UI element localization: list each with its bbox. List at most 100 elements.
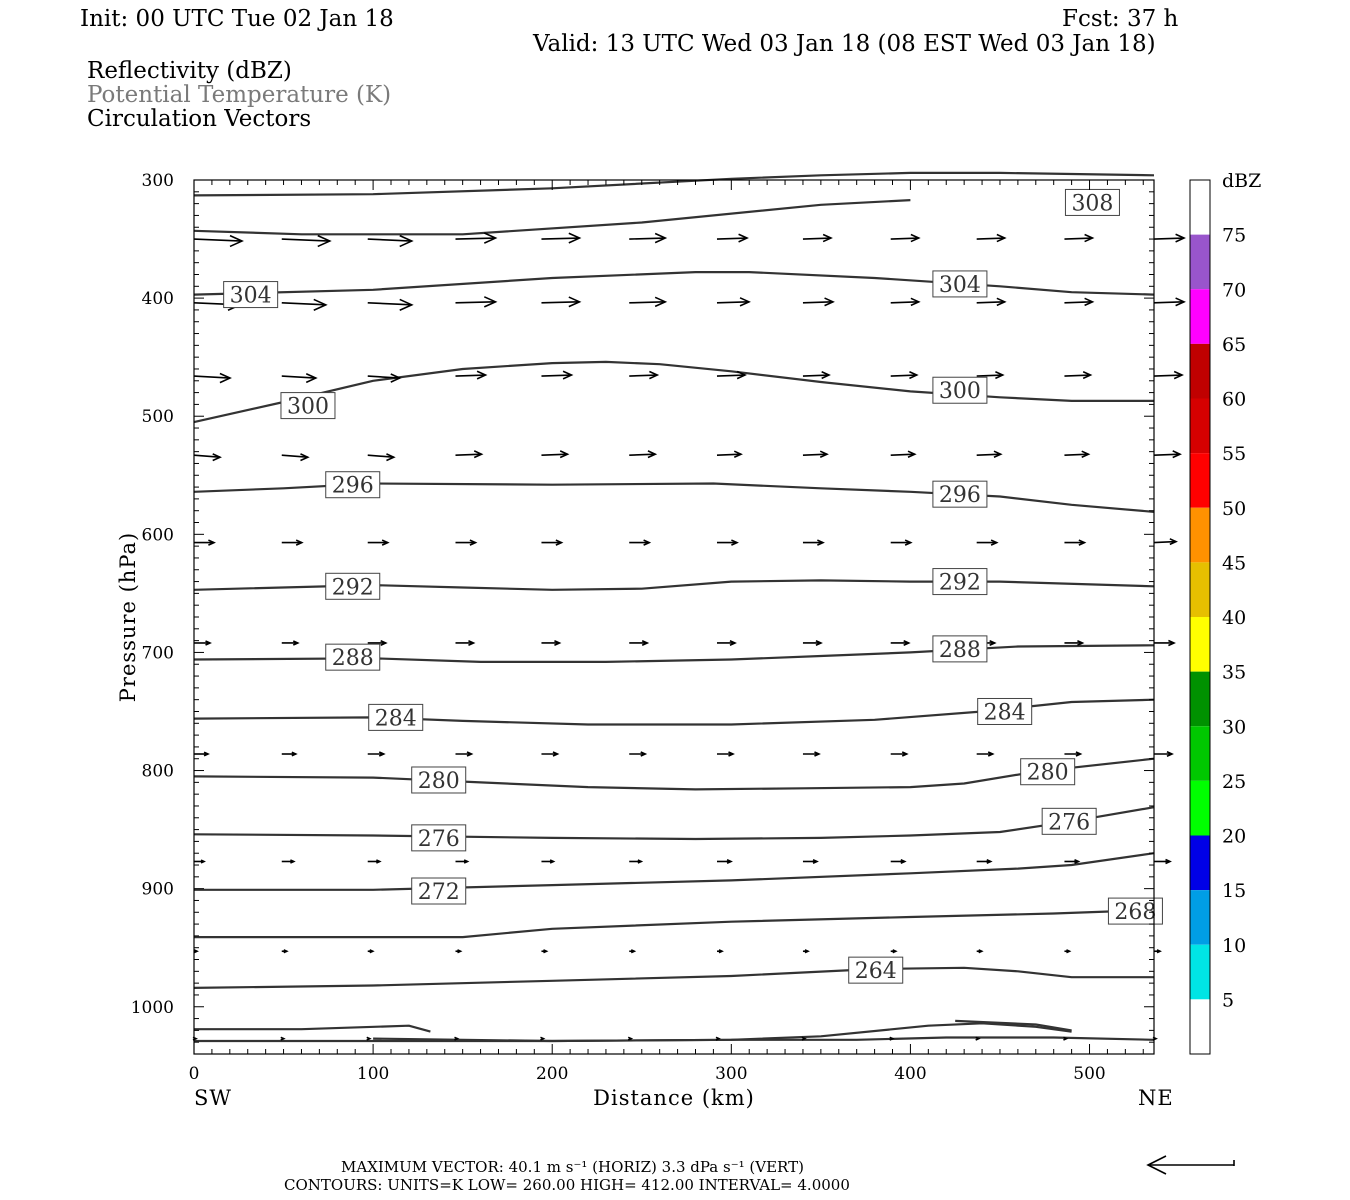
vector-head xyxy=(1081,450,1091,458)
vector-head xyxy=(892,949,898,954)
vector-head xyxy=(1172,450,1182,459)
field-label-reflectivity: Reflectivity (dBZ) xyxy=(87,58,292,84)
x-axis-left-end: SW xyxy=(194,1086,232,1110)
vector-head xyxy=(739,297,751,307)
circulation-vector xyxy=(629,751,648,757)
contour-label-288: 288 xyxy=(332,646,374,671)
reference-vector xyxy=(1146,1155,1235,1175)
colorbar-swatch xyxy=(1190,562,1210,617)
y-tick-label: 500 xyxy=(142,407,174,427)
contour-label-box xyxy=(1020,758,1076,786)
circulation-vector xyxy=(541,539,564,546)
contour-label-box xyxy=(977,697,1033,725)
circulation-vector xyxy=(455,949,463,954)
vector-head xyxy=(399,298,414,311)
vector-head xyxy=(990,539,999,546)
contour-label-box xyxy=(1064,188,1120,216)
circulation-vector xyxy=(716,858,733,864)
vector-head xyxy=(989,639,997,646)
circulation-vector xyxy=(367,234,414,248)
vector-head xyxy=(1173,370,1184,380)
theta-contour-268 xyxy=(194,908,1155,939)
contour-label-box xyxy=(325,572,381,600)
vector-head xyxy=(910,233,921,243)
vector-shaft xyxy=(1064,374,1091,377)
vector-head xyxy=(1166,751,1174,758)
vector-shaft xyxy=(455,453,482,456)
circulation-vector xyxy=(541,751,560,757)
circulation-vector xyxy=(629,296,668,308)
y-tick-label: 1000 xyxy=(131,998,174,1018)
vector-shaft xyxy=(281,238,330,242)
vector-shaft xyxy=(976,237,1005,240)
circulation-vector xyxy=(716,639,737,646)
circulation-vector xyxy=(802,297,835,307)
circulation-vector xyxy=(367,639,388,646)
colorbar-swatch xyxy=(1190,726,1210,781)
circulation-vector xyxy=(627,1036,634,1041)
circulation-vector xyxy=(976,371,1005,380)
vector-head xyxy=(822,233,833,243)
vector-head xyxy=(559,450,570,459)
vector-head xyxy=(280,1036,286,1041)
circulation-vector xyxy=(455,370,488,380)
theta-contour-308 xyxy=(193,171,1155,197)
vector-head xyxy=(904,539,913,546)
colorbar-swatch xyxy=(1190,671,1210,727)
circulation-vector xyxy=(1064,858,1081,864)
circulation-vector xyxy=(629,450,658,459)
vector-head xyxy=(729,639,737,646)
vector-head xyxy=(568,296,582,308)
vector-head xyxy=(907,450,917,458)
vector-shaft xyxy=(1064,453,1089,456)
theta-contour-unlabeled xyxy=(955,1019,1072,1032)
circulation-vector xyxy=(890,371,919,380)
vector-head xyxy=(1169,538,1178,546)
contour-label-300: 300 xyxy=(287,395,329,420)
vector-head xyxy=(627,1036,634,1041)
vector-head xyxy=(1063,1036,1069,1041)
x-tick-label: 500 xyxy=(1073,1064,1105,1084)
vector-head xyxy=(993,450,1003,458)
circulation-vector xyxy=(715,1036,721,1041)
vector-head xyxy=(1078,539,1087,546)
x-tick-label: 100 xyxy=(357,1064,389,1084)
colorbar-label: 75 xyxy=(1222,225,1246,247)
vector-shaft xyxy=(193,238,243,242)
vector-head xyxy=(715,1036,721,1041)
circulation-vector xyxy=(1153,297,1186,307)
colorbar-swatch xyxy=(1190,944,1210,1000)
circulation-vector xyxy=(281,373,318,384)
contour-label-box xyxy=(325,471,381,499)
vector-head xyxy=(369,949,375,954)
colorbar-swatch xyxy=(1190,780,1210,836)
colorbar-label: 30 xyxy=(1222,716,1246,738)
vector-shaft xyxy=(802,453,827,456)
vector-head xyxy=(996,297,1007,307)
vector-head xyxy=(736,370,747,380)
y-tick-label: 400 xyxy=(142,289,174,309)
vector-head xyxy=(457,949,463,954)
circulation-vector xyxy=(716,370,747,380)
contour-label-284: 284 xyxy=(984,700,1026,725)
contour-label-276: 276 xyxy=(1048,810,1090,835)
vector-head xyxy=(975,1036,981,1041)
vector-shaft xyxy=(367,375,400,379)
circulation-vector xyxy=(1064,751,1083,757)
colorbar-label: 70 xyxy=(1222,279,1246,301)
vector-head xyxy=(649,370,660,380)
colorbar-swatch xyxy=(1190,890,1210,945)
vector-head xyxy=(229,234,244,248)
vector-head xyxy=(543,949,549,954)
vector-head xyxy=(726,858,733,864)
vector-head xyxy=(817,539,825,546)
init-time: Init: 00 UTC Tue 02 Jan 18 xyxy=(80,6,394,32)
circulation-vector xyxy=(541,450,570,459)
vector-head xyxy=(900,858,907,864)
y-tick-label: 800 xyxy=(142,762,174,782)
vector-shaft xyxy=(716,453,742,456)
vector-head xyxy=(552,751,560,757)
vector-shaft xyxy=(629,374,658,377)
vector-head xyxy=(549,859,556,864)
circulation-vector xyxy=(890,450,917,458)
